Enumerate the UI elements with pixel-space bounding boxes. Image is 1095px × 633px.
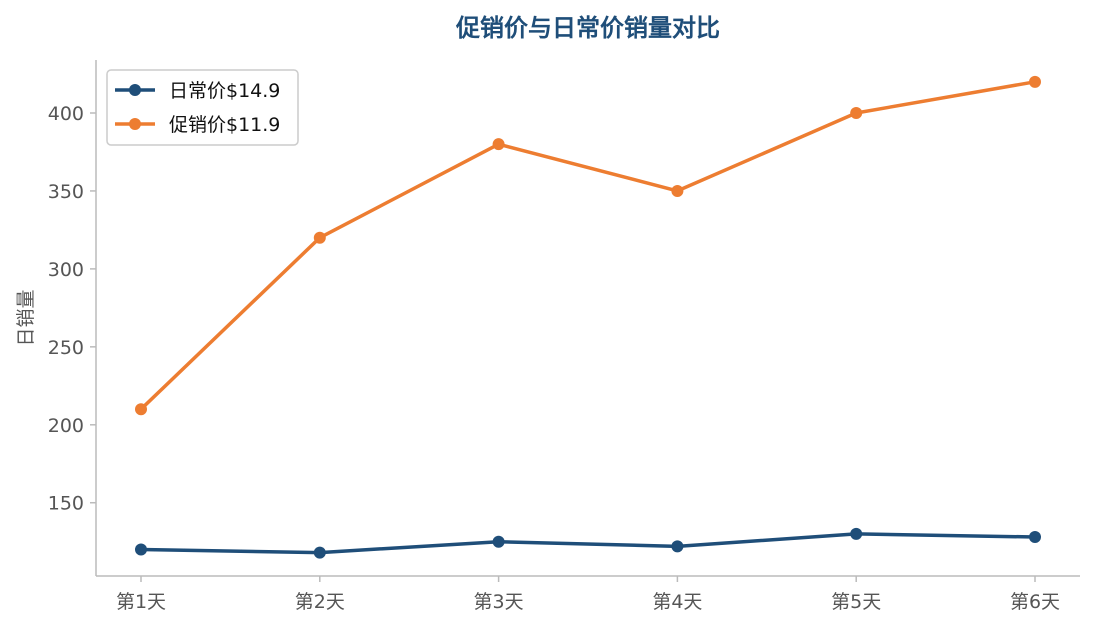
- y-tick-label: 300: [48, 259, 84, 281]
- data-point: [850, 527, 863, 540]
- x-tick-label: 第6天: [1010, 591, 1060, 613]
- y-tick-label: 250: [48, 337, 84, 359]
- x-tick-label: 第3天: [474, 591, 524, 613]
- series-line: [139, 80, 1037, 411]
- legend-label: 促销价$11.9: [169, 114, 280, 136]
- series-group: [135, 75, 1041, 559]
- legend-label: 日常价$14.9: [169, 80, 280, 102]
- series-line: [139, 532, 1037, 555]
- chart-title: 促销价与日常价销量对比: [455, 14, 720, 42]
- data-point: [1029, 531, 1041, 544]
- data-point: [671, 540, 684, 553]
- x-tick-label: 第1天: [116, 591, 166, 613]
- data-point: [313, 231, 326, 244]
- y-tick-label: 200: [48, 415, 84, 437]
- series-2: [135, 75, 1041, 416]
- data-point: [492, 138, 505, 151]
- y-tick-label: 350: [48, 181, 84, 203]
- data-point: [313, 546, 326, 559]
- legend: 日常价$14.9 促销价$11.9: [106, 69, 299, 146]
- y-axis-label: 日销量: [15, 289, 37, 346]
- y-tick-label: 150: [48, 493, 84, 515]
- data-point: [492, 535, 505, 548]
- data-point: [135, 543, 147, 556]
- series-1: [135, 527, 1041, 559]
- y-tick-label: 400: [48, 103, 84, 125]
- axes: 150 200 250 300 350 400 第1天 第2天 第3天 第4天 第5天 第6天: [48, 60, 1080, 613]
- x-tick-label: 第2天: [295, 591, 345, 613]
- legend-marker: [129, 84, 141, 96]
- legend-marker: [129, 118, 141, 130]
- data-point: [850, 107, 863, 120]
- data-point: [671, 184, 684, 197]
- data-point: [135, 403, 147, 416]
- x-tick-label: 第4天: [652, 591, 702, 613]
- x-tick-label: 第5天: [831, 591, 881, 613]
- data-point: [1029, 75, 1041, 88]
